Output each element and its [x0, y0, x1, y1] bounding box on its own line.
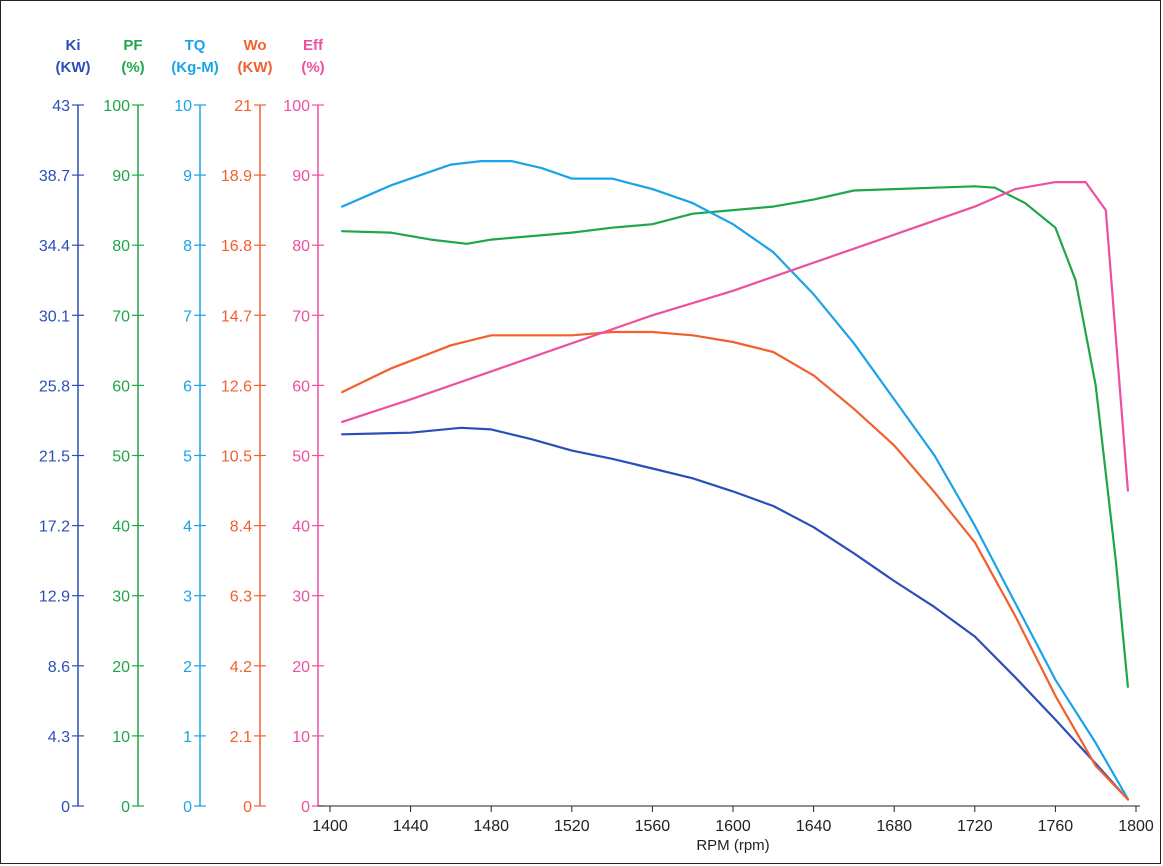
axis-unit-pf: (%): [121, 59, 144, 76]
y-tick-label: 0: [301, 799, 310, 816]
y-tick-label: 70: [112, 308, 130, 325]
axis-title-tq: TQ: [185, 37, 206, 54]
y-axis-eff: Eff (%) 0 10 20 30 40 50 60 70 80 90 100: [283, 37, 324, 816]
y-tick-label: 80: [292, 238, 310, 255]
y-tick-label: 43: [52, 98, 70, 115]
axis-title-ki: Ki: [66, 37, 81, 54]
axis-title-pf: PF: [123, 37, 142, 54]
axis-unit-tq: (Kg-M): [171, 59, 218, 76]
y-tick-label: 10: [112, 729, 130, 746]
y-tick-label: 10: [292, 729, 310, 746]
y-tick-label: 10: [174, 98, 192, 115]
series-line-wo: [341, 330, 1130, 801]
series-line-pf: [341, 185, 1130, 688]
y-tick-label: 70: [292, 308, 310, 325]
y-tick-label: 100: [283, 98, 310, 115]
y-axis-pf: PF (%) 0 10 20 30 40 50 60 70 80 90 100: [103, 37, 144, 816]
y-tick-label: 5: [183, 449, 192, 466]
y-tick-label: 12.6: [221, 378, 252, 395]
x-tick-label: 1480: [473, 818, 509, 835]
y-tick-label: 16.8: [221, 238, 252, 255]
y-tick-label: 34.4: [39, 238, 70, 255]
y-tick-label: 60: [292, 378, 310, 395]
y-tick-label: 50: [112, 449, 130, 466]
axis-title-wo: Wo: [243, 37, 266, 54]
y-tick-label: 0: [61, 799, 70, 816]
y-tick-label: 50: [292, 449, 310, 466]
y-tick-label: 0: [243, 799, 252, 816]
y-tick-label: 80: [112, 238, 130, 255]
y-tick-label: 8.4: [230, 519, 252, 536]
y-tick-label: 14.7: [221, 308, 252, 325]
x-tick-label: 1520: [554, 818, 590, 835]
axis-unit-ki: (KW): [56, 59, 91, 76]
axis-title-eff: Eff: [303, 37, 324, 54]
x-tick-label: 1400: [312, 818, 348, 835]
y-tick-label: 0: [121, 799, 130, 816]
y-tick-label: 20: [292, 659, 310, 676]
y-tick-label: 18.9: [221, 168, 252, 185]
y-tick-label: 12.9: [39, 589, 70, 606]
x-tick-label: 1760: [1038, 818, 1074, 835]
y-tick-label: 4: [183, 519, 192, 536]
x-axis-title: RPM (rpm): [696, 837, 769, 854]
y-tick-label: 100: [103, 98, 130, 115]
series-line-ki: [341, 426, 1130, 801]
y-tick-label: 7: [183, 308, 192, 325]
y-tick-label: 90: [292, 168, 310, 185]
x-tick-label: 1560: [635, 818, 671, 835]
y-tick-label: 2: [183, 659, 192, 676]
x-tick-label: 1720: [957, 818, 993, 835]
y-tick-label: 10.5: [221, 449, 252, 466]
x-tick-label: 1800: [1118, 818, 1154, 835]
series-line-tq: [341, 160, 1130, 801]
y-tick-label: 25.8: [39, 378, 70, 395]
y-tick-label: 6.3: [230, 589, 252, 606]
y-tick-label: 20: [112, 659, 130, 676]
y-tick-label: 2.1: [230, 729, 252, 746]
y-axis-tq: TQ (Kg-M) 0 1 2 3 4 5 6 7 8 9 10: [171, 37, 218, 816]
y-tick-label: 9: [183, 168, 192, 185]
x-axis: 1400 1440 1480 1520 1560 1600 1640 1680 1720 1760…: [312, 805, 1154, 854]
x-tick-label: 1680: [876, 818, 912, 835]
y-tick-label: 90: [112, 168, 130, 185]
y-tick-label: 4.3: [48, 729, 70, 746]
y-tick-label: 60: [112, 378, 130, 395]
axis-unit-eff: (%): [301, 59, 324, 76]
y-tick-label: 30.1: [39, 308, 70, 325]
y-tick-label: 1: [183, 729, 192, 746]
y-axis-ki: Ki (KW) 0 4.3 8.6 12.9 17.2 21.5 25.8 30.1 34.4 38.…: [39, 37, 91, 816]
y-tick-label: 4.2: [230, 659, 252, 676]
y-tick-label: 17.2: [39, 519, 70, 536]
y-tick-label: 3: [183, 589, 192, 606]
y-tick-label: 30: [292, 589, 310, 606]
y-tick-label: 40: [112, 519, 130, 536]
x-tick-label: 1600: [715, 818, 751, 835]
x-tick-label: 1640: [796, 818, 832, 835]
y-tick-label: 21.5: [39, 449, 70, 466]
y-tick-label: 6: [183, 378, 192, 395]
axis-unit-wo: (KW): [238, 59, 273, 76]
y-tick-label: 0: [183, 799, 192, 816]
y-axis-wo: Wo (KW) 0 2.1 4.2 6.3 8.4 10.5 12.6 14.7 16.8 18.9 2…: [221, 37, 273, 816]
y-tick-label: 8.6: [48, 659, 70, 676]
x-tick-label: 1440: [393, 818, 429, 835]
y-tick-label: 8: [183, 238, 192, 255]
y-tick-label: 21: [234, 98, 252, 115]
y-tick-label: 40: [292, 519, 310, 536]
y-tick-label: 38.7: [39, 168, 70, 185]
series-line-eff: [341, 181, 1130, 492]
y-tick-label: 30: [112, 589, 130, 606]
